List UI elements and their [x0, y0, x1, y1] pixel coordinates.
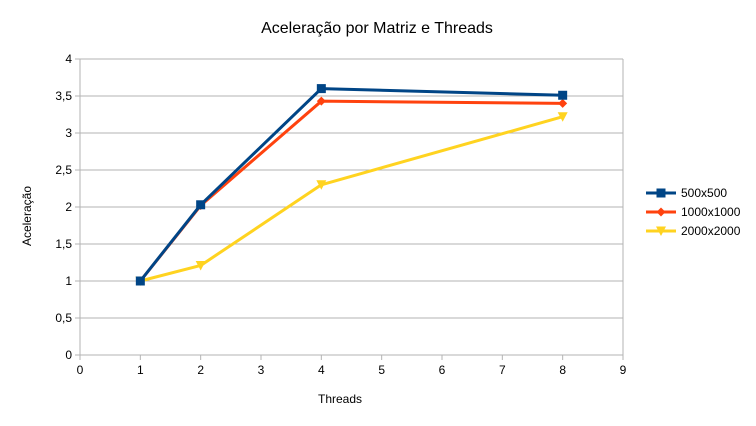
- x-tick-label: 5: [378, 363, 385, 377]
- legend-label: 500x500: [681, 186, 727, 200]
- data-point: [558, 98, 568, 108]
- y-tick-label: 0,5: [55, 311, 72, 325]
- series-line: [139, 115, 564, 283]
- data-point: [557, 112, 568, 122]
- x-tick-label: 4: [318, 363, 325, 377]
- legend-label: 2000x2000: [681, 224, 741, 238]
- legend-marker: [656, 226, 666, 236]
- legend-marker: [656, 207, 666, 217]
- series-500x500: [135, 84, 568, 286]
- data-point: [195, 260, 206, 271]
- x-tick-label: 3: [258, 363, 265, 377]
- y-tick-labels: 0 0,5 1 1,5 2 2,5 3 3,5 4: [55, 52, 72, 362]
- legend-marker: [656, 188, 666, 198]
- y-tick-label: 0: [65, 348, 72, 362]
- y-axis-label: Aceleração: [20, 186, 34, 246]
- series-line: [139, 87, 563, 282]
- data-point: [316, 96, 326, 106]
- x-tick-label: 2: [197, 363, 204, 377]
- y-tick-label: 2,5: [55, 163, 72, 177]
- legend: 500x500 1000x1000 2000x2000: [646, 186, 741, 238]
- axes: [75, 58, 624, 360]
- series-2000x2000: [135, 112, 568, 286]
- legend-item: 1000x1000: [646, 205, 741, 219]
- chart-title: Aceleração por Matriz e Threads: [261, 20, 493, 37]
- x-tick-label: 6: [439, 363, 446, 377]
- series-line: [139, 99, 563, 282]
- data-point: [196, 200, 206, 210]
- y-tick-label: 2: [65, 200, 72, 214]
- data-series: [135, 84, 568, 286]
- x-tick-label: 0: [77, 363, 84, 377]
- x-tick-label: 9: [620, 363, 627, 377]
- x-tick-labels: 0 1 2 3 4 5 6 7 8 9: [77, 363, 627, 377]
- data-point: [316, 84, 326, 94]
- legend-item: 2000x2000: [646, 224, 741, 238]
- data-point: [135, 276, 145, 286]
- y-tick-label: 1: [65, 274, 72, 288]
- x-tick-label: 8: [559, 363, 566, 377]
- y-tick-label: 4: [65, 52, 72, 66]
- y-tick-label: 3: [65, 126, 72, 140]
- x-axis-label: Threads: [318, 392, 362, 406]
- y-tick-label: 3,5: [55, 89, 72, 103]
- x-tick-label: 1: [137, 363, 144, 377]
- y-tick-label: 1,5: [55, 237, 72, 251]
- x-tick-label: 7: [499, 363, 506, 377]
- data-point: [558, 90, 568, 100]
- data-point: [316, 180, 327, 190]
- series-1000x1000: [135, 96, 568, 286]
- legend-item: 500x500: [646, 186, 727, 200]
- legend-label: 1000x1000: [681, 205, 741, 219]
